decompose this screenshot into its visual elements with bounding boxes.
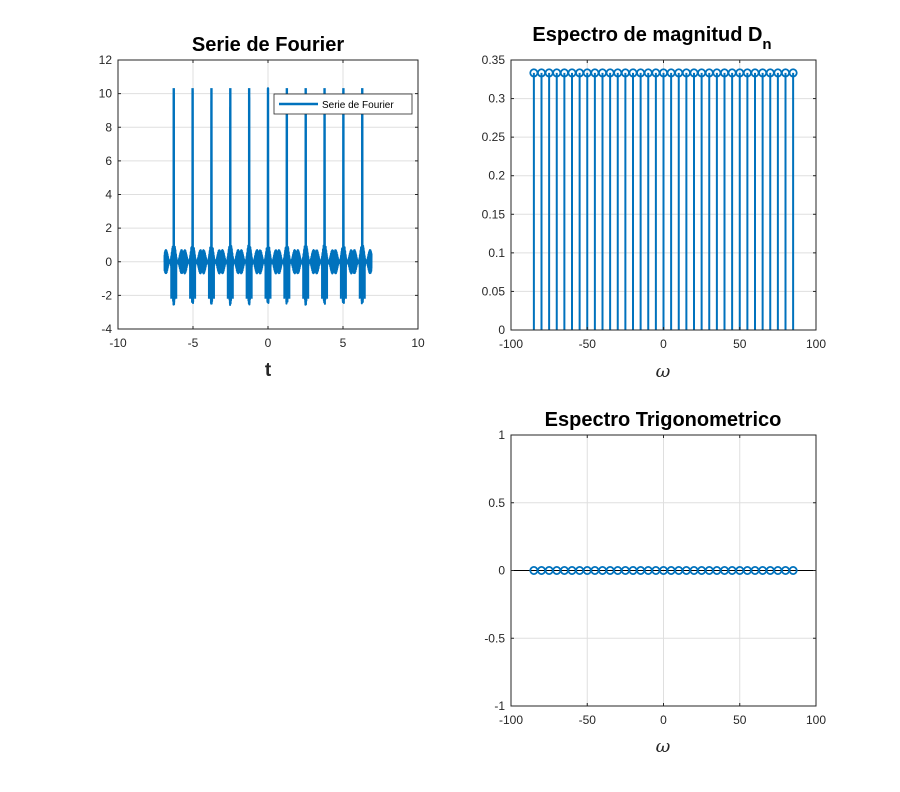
y-tick-label: 1 [498,428,505,442]
ticks: -10 -5 0 5 10 -4 -2 0 2 4 6 8 10 12 [99,53,425,350]
plot-area [511,566,816,576]
stem-marker [788,566,798,576]
chart-title-subscript: n [762,36,771,53]
x-tick-label: 0 [660,713,667,727]
x-axis-label: ω [656,361,671,382]
y-tick-label: 0 [498,564,505,578]
x-tick-label: 0 [265,336,272,350]
y-tick-label: 0 [105,255,112,269]
y-tick-label: 0.25 [482,130,506,144]
x-tick-label: -100 [499,337,523,351]
ticks: -100 -50 0 50 100 0 0.05 0.1 0.15 0.2 0.25 0.3 0.35 [482,53,827,351]
y-tick-label: 0.2 [488,169,505,183]
y-tick-label: -1 [494,699,505,713]
y-tick-label: 0.15 [482,207,506,221]
ticks: -100 -50 0 50 100 -1 -0.5 0 0.5 1 [484,428,826,727]
x-tick-label: 0 [660,337,667,351]
chart-title: Espectro Trigonometrico [545,409,782,431]
chart-espectro-trigonometrico: Espectro Trigonometrico -100 -50 0 50 100-1-… [484,409,826,757]
y-tick-label: 2 [105,221,112,235]
legend-entry: Serie de Fourier [322,100,394,111]
y-tick-label: 0.5 [488,496,505,510]
x-tick-label: 50 [733,337,747,351]
y-tick-label: -4 [101,322,112,336]
y-tick-label: 0.35 [482,53,506,67]
chart-title: Espectro de magnitud Dn [532,24,771,53]
y-tick-label: 0.05 [482,284,506,298]
plot-area [529,68,798,330]
y-tick-label: 0 [498,323,505,337]
y-tick-label: -0.5 [484,631,505,645]
chart-serie-fourier: Serie de Fourier -10 -5 0 5 10-4-2024681012 … [99,34,425,381]
y-tick-label: 10 [99,87,113,101]
legend-box [273,93,413,115]
x-tick-label: -100 [499,713,523,727]
x-tick-label: 50 [733,713,747,727]
x-axis-label: t [265,360,272,381]
stem-marker [788,68,798,78]
chart-title-main: Espectro de magnitud D [532,24,762,46]
y-tick-label: 6 [105,154,112,168]
x-tick-label: -5 [188,336,199,350]
y-tick-label: 4 [105,188,112,202]
x-axis-label: ω [656,736,671,757]
y-tick-label: 12 [99,53,113,67]
y-tick-label: 0.1 [488,246,505,260]
chart-title: Serie de Fourier [192,34,344,56]
x-tick-label: 100 [806,713,826,727]
x-tick-label: -10 [109,336,127,350]
y-tick-label: 0.3 [488,92,505,106]
y-tick-label: 8 [105,120,112,134]
x-tick-label: -50 [579,713,597,727]
legend: Serie de Fourier [273,93,413,115]
x-tick-label: 5 [340,336,347,350]
chart-espectro-magnitud: Espectro de magnitud Dn -100 -50 0 50 100 0 0.… [482,24,827,382]
x-tick-label: 100 [806,337,826,351]
y-tick-label: -2 [101,288,112,302]
plot-area [163,87,373,306]
x-tick-label: -50 [579,337,597,351]
x-tick-label: 10 [411,336,425,350]
